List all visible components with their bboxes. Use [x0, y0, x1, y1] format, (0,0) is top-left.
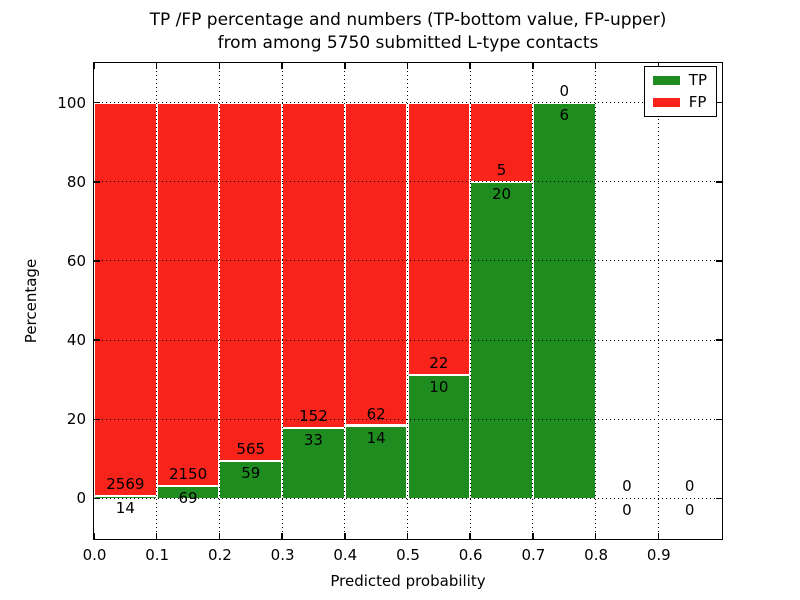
- y-tick-label: 20: [66, 410, 86, 429]
- tp-count-label: 0: [684, 501, 695, 520]
- x-tick-mark: [469, 63, 471, 69]
- y-tick-mark: [94, 181, 100, 183]
- y-tick-label: 0: [76, 489, 86, 508]
- legend-label-tp: TP: [688, 71, 707, 89]
- x-tick-label: 0.8: [584, 546, 609, 564]
- tp-bar-segment: [282, 427, 345, 499]
- x-tick-mark: [344, 63, 346, 69]
- y-tick-mark: [716, 181, 722, 183]
- x-tick-mark: [532, 533, 534, 539]
- legend: TP FP: [643, 66, 717, 117]
- y-tick-label: 80: [66, 172, 86, 191]
- tp-bar-segment: [94, 496, 157, 499]
- tp-count-label: 0: [622, 501, 632, 520]
- tp-count-label: 14: [366, 428, 386, 447]
- y-tick-mark: [716, 418, 722, 420]
- chart-title-line-2: from among 5750 submitted L-type contact…: [217, 33, 599, 53]
- x-tick-mark: [93, 63, 95, 69]
- tp-count-label: 69: [178, 489, 198, 508]
- x-tick-mark: [155, 533, 158, 539]
- fp-count-label: 2150: [168, 465, 208, 484]
- tp-count-label: 14: [115, 499, 135, 518]
- fp-bar-segment: [344, 102, 408, 426]
- legend-entry-tp: TP: [652, 71, 707, 89]
- fp-count-label: 2569: [106, 475, 145, 494]
- x-tick-label: 0.0: [82, 546, 107, 564]
- fp-bar-segment: [282, 102, 345, 428]
- fp-count-label: 5: [496, 160, 507, 179]
- fp-count-label: 0: [559, 81, 569, 100]
- tp-count-label: 59: [241, 463, 261, 482]
- fp-count-label: 0: [622, 477, 632, 496]
- grid-line-vertical: [657, 63, 659, 539]
- y-tick-label: 60: [66, 251, 86, 270]
- fp-bar-segment: [156, 102, 220, 487]
- fp-bar-segment: [219, 102, 283, 461]
- fp-count-label: 62: [366, 404, 386, 423]
- fp-count-label: 152: [299, 406, 328, 425]
- tp-legend-swatch-icon: [652, 76, 680, 85]
- tp-bar-segment: [344, 425, 408, 499]
- tp-bar-segment: [219, 460, 283, 499]
- fp-count-label: 0: [684, 477, 695, 496]
- y-tick-mark: [94, 339, 100, 341]
- legend-entry-fp: FP: [652, 93, 707, 111]
- x-tick-mark: [218, 533, 221, 539]
- x-tick-mark: [532, 63, 534, 69]
- tp-count-label: 20: [491, 184, 512, 203]
- y-tick-mark: [716, 339, 722, 341]
- x-tick-mark: [406, 63, 409, 69]
- y-tick-label: 40: [66, 331, 86, 350]
- y-tick-mark: [94, 418, 100, 420]
- x-tick-mark: [155, 63, 158, 69]
- y-tick-mark: [94, 260, 100, 262]
- x-tick-label: 0.2: [207, 546, 232, 564]
- y-tick-mark: [94, 101, 100, 104]
- legend-label-fp: FP: [688, 93, 707, 111]
- fp-bar-segment: [407, 102, 471, 375]
- x-tick-label: 0.6: [458, 546, 483, 564]
- fp-legend-swatch-icon: [652, 98, 680, 107]
- x-tick-mark: [406, 533, 409, 539]
- plot-area: TP FP 2569 14 2150 69 565 59 152 33 62 14 22 10 5 20 0…: [93, 62, 723, 540]
- tp-bar-segment: [470, 181, 533, 499]
- x-tick-label: 0.5: [396, 546, 420, 564]
- y-tick-mark: [716, 260, 722, 262]
- x-tick-mark: [281, 533, 283, 539]
- fp-count-label: 22: [429, 353, 449, 372]
- x-tick-mark: [218, 63, 221, 69]
- chart-title-line-1: TP /FP percentage and numbers (TP-bottom…: [149, 10, 667, 30]
- tp-count-label: 6: [559, 105, 569, 124]
- chart-title: TP /FP percentage and numbers (TP-bottom…: [93, 9, 723, 55]
- x-tick-mark: [594, 63, 597, 69]
- fp-bar-segment: [94, 102, 157, 497]
- y-tick-label: 100: [57, 93, 86, 112]
- x-tick-mark: [344, 533, 346, 539]
- x-tick-label: 0.7: [521, 546, 546, 564]
- x-tick-label: 0.1: [145, 546, 170, 564]
- x-tick-mark: [594, 533, 597, 539]
- x-tick-mark: [93, 533, 95, 539]
- tp-bar-segment: [532, 102, 596, 499]
- y-tick-mark: [716, 497, 722, 500]
- tp-count-label: 33: [303, 430, 323, 449]
- x-axis-label: Predicted probability: [330, 572, 486, 590]
- x-tick-label: 0.3: [270, 546, 295, 564]
- x-tick-mark: [469, 533, 471, 539]
- fp-count-label: 565: [236, 439, 266, 458]
- x-tick-label: 0.9: [646, 546, 671, 564]
- tp-count-label: 10: [429, 377, 449, 396]
- x-tick-mark: [281, 63, 283, 69]
- x-tick-mark: [657, 533, 660, 539]
- x-tick-label: 0.4: [333, 546, 358, 564]
